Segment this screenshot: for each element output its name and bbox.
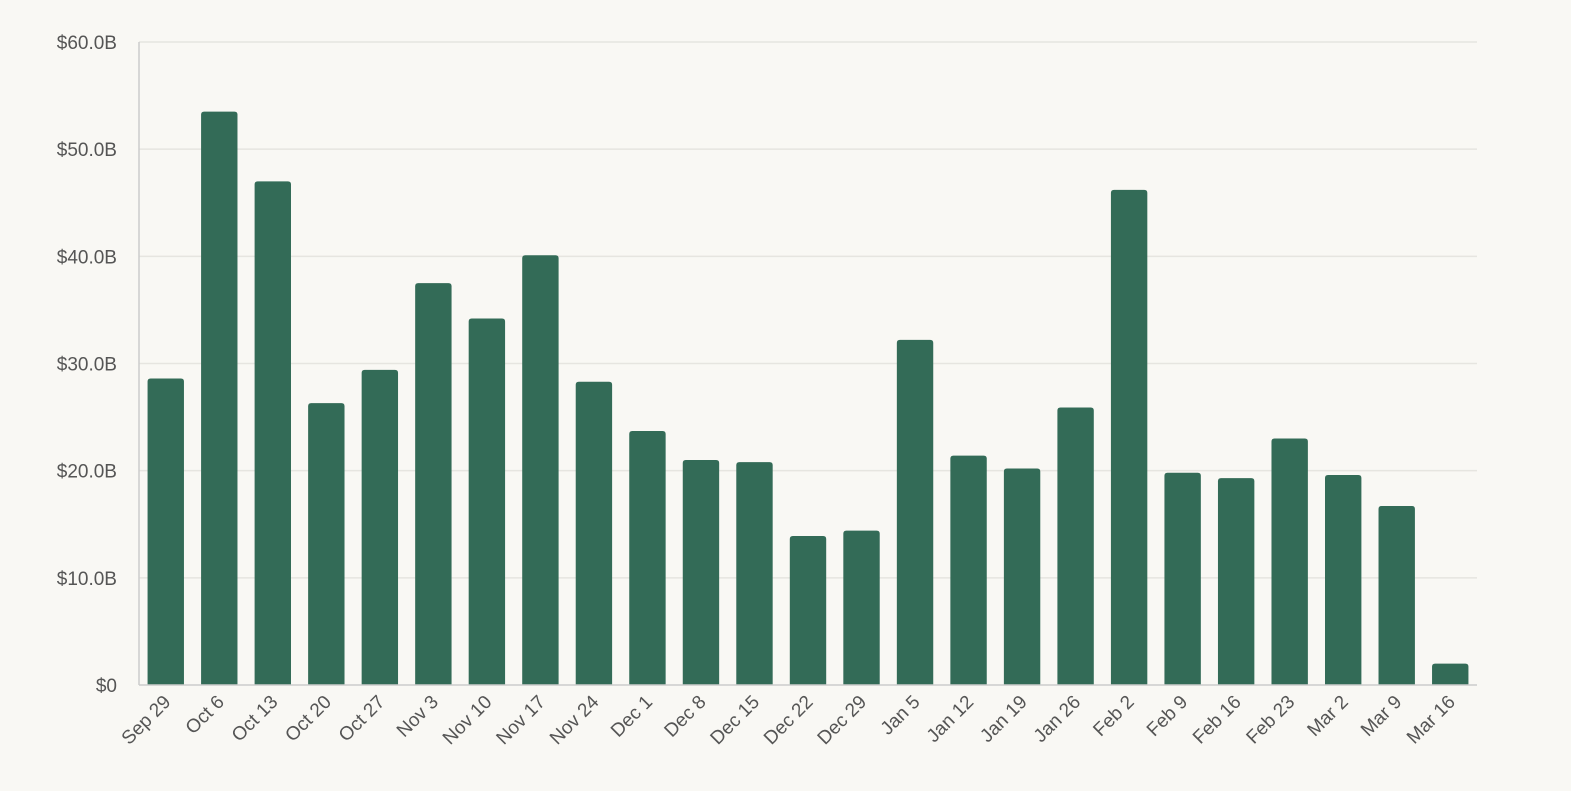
x-tick-label: Oct 20 (281, 692, 335, 746)
bar (950, 455, 987, 685)
x-tick-label: Nov 24 (546, 691, 604, 749)
x-tick-label: Jan 5 (877, 692, 925, 740)
bars (147, 111, 1469, 686)
bar (147, 378, 184, 685)
bar (1110, 189, 1148, 685)
x-tick-label: Dec 29 (814, 692, 871, 749)
x-tick-label: Dec 1 (607, 692, 657, 742)
bar (843, 530, 880, 685)
bar (201, 111, 238, 686)
x-tick-label: Feb 9 (1143, 692, 1192, 741)
x-tick-label: Jan 12 (923, 692, 978, 747)
x-tick-label: Jan 19 (976, 692, 1031, 747)
bar (1271, 438, 1308, 685)
x-tick-label: Feb 23 (1243, 692, 1300, 749)
x-tick-label: Oct 13 (228, 692, 282, 746)
y-tick-label: $40.0B (57, 247, 117, 268)
bar (361, 369, 399, 685)
y-tick-label: $10.0B (57, 569, 117, 590)
x-tick-label: Mar 2 (1304, 692, 1353, 741)
bar (1164, 472, 1201, 685)
bar (522, 255, 559, 686)
x-tick-label: Jan 26 (1030, 692, 1085, 747)
x-tick-label: Nov 17 (493, 692, 550, 749)
bar (575, 381, 613, 685)
y-tick-label: $0 (96, 676, 117, 697)
x-tick-label: Dec 8 (661, 692, 711, 742)
axes (138, 42, 1477, 686)
bar (1378, 506, 1415, 685)
bar (415, 283, 452, 685)
bar (896, 339, 934, 685)
x-tick-label: Feb 16 (1189, 692, 1246, 749)
bar (736, 462, 773, 685)
bar (1057, 407, 1094, 685)
x-tick-label: Mar 16 (1403, 692, 1460, 749)
y-tick-label: $20.0B (57, 462, 117, 483)
x-tick-label: Sep 29 (118, 692, 175, 749)
bar (789, 536, 827, 685)
y-tick-label: $30.0B (57, 355, 117, 376)
x-tick-label: Oct 6 (182, 692, 229, 739)
bar (468, 318, 506, 685)
x-tick-label: Nov 10 (439, 692, 496, 749)
x-tick-label: Nov 3 (393, 692, 443, 742)
bar (629, 431, 666, 685)
x-tick-label: Oct 27 (335, 692, 389, 746)
x-tick-label: Feb 2 (1089, 692, 1138, 741)
bar (1217, 478, 1255, 685)
y-tick-label: $50.0B (57, 140, 117, 161)
bar (1003, 468, 1041, 685)
x-tick-label: Dec 22 (760, 692, 817, 749)
bar (308, 403, 345, 685)
y-tick-label: $60.0B (57, 33, 117, 54)
x-tick-label: Mar 9 (1357, 692, 1406, 741)
bar (254, 181, 291, 686)
x-tick-label: Dec 15 (707, 692, 764, 749)
bar (682, 459, 720, 685)
bar (1432, 663, 1469, 685)
bar (1325, 474, 1362, 685)
y-axis-tick-labels: $0 $10.0B $20.0B $30.0B $40.0B $50.0B $60.0B (57, 33, 117, 697)
